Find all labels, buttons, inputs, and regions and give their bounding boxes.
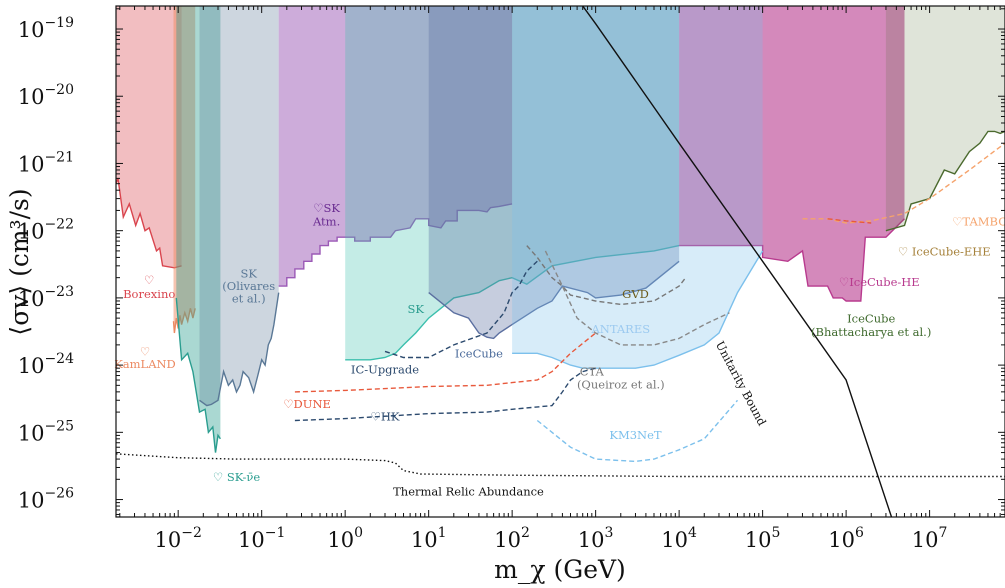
x-axis-title: m_χ (GeV) (494, 555, 626, 584)
curve-cta-queiroz-et-al (544, 250, 730, 346)
region-edge-icecube-bhattacharya-et-al (885, 130, 1005, 232)
region-fill-sk-olivares-et-al (199, 6, 279, 406)
region-fill-borexino (116, 6, 182, 268)
annotation-bhattacharya-et-al: (Bhattacharya et al.) (811, 325, 931, 339)
region-fill-icecube (428, 6, 680, 339)
annotation-sk-e: ♡ SK-ν̄e (213, 470, 260, 484)
plot-frame (115, 5, 1005, 518)
annotation-atm: Atm. (312, 214, 340, 228)
annotation-tambo: ♡TAMBO (952, 214, 1005, 228)
annotation-ic-upgrade: IC-Upgrade (351, 363, 419, 377)
region-edge-kamland (172, 308, 196, 334)
region-edge-icecube (428, 260, 680, 340)
region-edge-sk-e (175, 297, 221, 453)
annotation-dune: ♡DUNE (283, 397, 331, 411)
annotation-et-al: et al.) (232, 292, 266, 306)
region-fill-icecube-he (679, 6, 905, 301)
annotation-sk: ♡SK (313, 201, 340, 215)
curve-thermal-relic-abundance (116, 453, 1005, 478)
annotation-hk: ♡HK (371, 410, 400, 424)
curve-icecube-ehe (827, 218, 872, 224)
region-fill-kamland (173, 6, 196, 333)
annotation-icecube: IceCube (847, 312, 895, 326)
annotation-borexino: Borexino (123, 287, 175, 301)
annotation-sk: SK (240, 267, 257, 281)
annotation-heart-icon: ♡ (140, 344, 150, 358)
region-fill-sk-e (176, 6, 221, 453)
x-tick-label: 102 (494, 525, 530, 552)
region-edge-icecube-he (679, 218, 905, 302)
annotation-thermal-relic-abundance: Thermal Relic Abundance (393, 485, 544, 499)
region-fill-antares (512, 6, 763, 369)
annotation-sk: SK (407, 302, 424, 316)
annotation-cta: CTA (580, 365, 605, 379)
region-fill-icecube-bhattacharya-et-al (885, 6, 1005, 231)
regions-layer (116, 6, 1005, 453)
region-edge-sk-atm (278, 203, 513, 287)
annotation-icecube-ehe: ♡ IceCube-EHE (898, 244, 991, 258)
annotation-km3net: KM3NeT (609, 428, 662, 442)
curves-layer (116, 6, 1005, 517)
annotation-antares: ANTARES (590, 322, 650, 336)
annotation-icecube: IceCube (455, 347, 503, 361)
curve-unitarity-bound (582, 6, 893, 517)
annotation-gvd: GVD (622, 287, 649, 301)
region-edge-antares (512, 250, 764, 369)
region-edge-sk-olivares-et-al (199, 292, 280, 407)
curve-dune (294, 332, 597, 393)
y-axis-title: ⟨σv⟩ (cm³/s) (5, 188, 34, 335)
region-fill-sk (345, 6, 680, 360)
curve-hk (294, 367, 596, 422)
annotation-icecube-he: ♡IceCube-HE (839, 275, 920, 289)
curve-km3net (536, 399, 739, 463)
annotation-kamland: KamLAND (114, 357, 176, 371)
region-fill-sk-atm (278, 6, 513, 287)
annotation-queiroz-et-al: (Queiroz et al.) (577, 377, 665, 391)
region-edge-borexino (116, 178, 182, 269)
curve-gvd (526, 245, 687, 306)
annotation-heart-icon: ♡ (144, 273, 154, 287)
annotation-olivares: (Olivares (222, 279, 275, 293)
curve-ic-upgrade (384, 260, 538, 359)
region-edge-sk (345, 244, 680, 361)
x-tick-label: 104 (661, 525, 697, 552)
